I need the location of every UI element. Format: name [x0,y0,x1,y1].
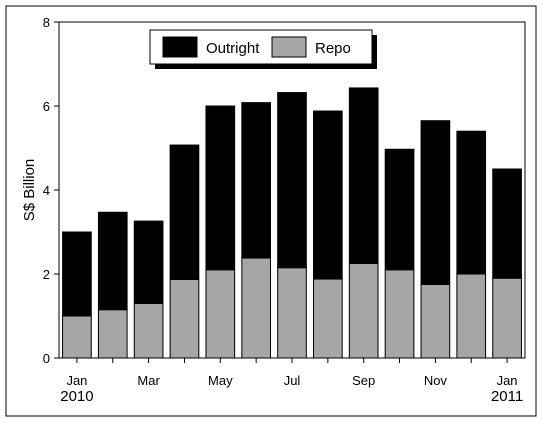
legend-swatch-repo [271,36,307,58]
bars-layer [62,87,522,359]
legend-swatch-outright [162,36,198,58]
bar-outright-10 [420,120,451,285]
x-tick-label-10: Nov [424,373,448,388]
bar-outright-9 [384,148,415,271]
bar-outright-0 [62,231,92,317]
bar-repo-4 [205,269,236,359]
x-tick-label-2: Mar [137,373,160,388]
bar-outright-4 [205,105,236,271]
x-tick-label-12: Jan 2011 [491,373,523,405]
bar-repo-10 [420,284,451,359]
bar-repo-12 [492,277,522,359]
bar-outright-1 [97,211,128,311]
bar-outright-8 [348,87,379,264]
x-tick-label-0: Jan 2010 [60,373,93,405]
bar-outright-2 [133,220,164,304]
y-tick-label-4: 4 [43,183,50,198]
bar-repo-9 [384,269,415,359]
bar-repo-1 [97,309,128,359]
x-tick-label-6: Jul [284,373,301,388]
y-tick-label-2: 2 [43,267,50,282]
y-axis-label: S$ Billion [21,159,38,222]
bar-outright-3 [169,144,200,280]
x-tick-label-8: Sep [352,373,375,388]
bar-repo-3 [169,278,200,359]
legend-label-outright: Outright [206,40,260,57]
y-tick-label-0: 0 [43,351,50,366]
bar-outright-7 [313,110,343,280]
bar-outright-12 [492,168,522,279]
legend-label-repo: Repo [315,40,351,57]
x-axis: Jan 2010 Mar May Jul Sep Nov Jan 2011 [60,358,523,405]
bar-repo-7 [313,278,343,359]
bar-repo-6 [277,267,307,359]
x-tick-label-4: May [208,373,233,388]
bar-outright-5 [241,102,272,259]
bar-repo-8 [348,263,379,359]
bar-outright-11 [456,130,487,275]
y-tick-label-6: 6 [43,99,50,114]
bar-outright-6 [277,92,307,269]
y-tick-label-8: 8 [43,15,50,30]
y-axis: 0 2 4 6 8 [43,15,59,366]
legend: Outright Repo [149,29,377,69]
bar-repo-2 [133,302,164,359]
bar-repo-11 [456,273,487,359]
bar-repo-5 [241,257,272,359]
bar-repo-0 [62,315,92,359]
